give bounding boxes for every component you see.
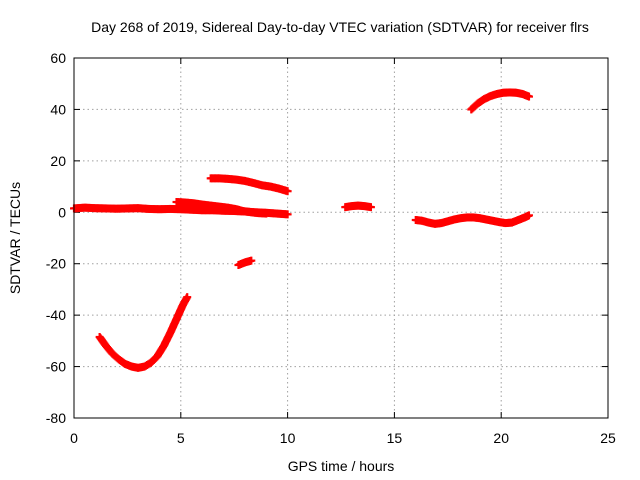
data-point [183, 293, 192, 302]
series-7 [411, 211, 533, 228]
data-point [144, 204, 163, 214]
data-marks [70, 88, 533, 372]
x-axis-label: GPS time / hours [288, 458, 395, 474]
grid-lines [74, 58, 608, 418]
y-axis-label: SDTVAR / TECUs [7, 182, 23, 294]
chart-title: Day 268 of 2019, Sidereal Day-to-day VTE… [91, 19, 589, 35]
data-point [524, 92, 533, 101]
series-3 [206, 174, 292, 196]
series-6 [341, 201, 375, 212]
series-5 [95, 293, 192, 372]
series-4 [234, 256, 256, 269]
series-2 [172, 198, 271, 218]
y-tick-label: 60 [50, 50, 66, 66]
x-tick-label: 20 [493, 430, 509, 446]
x-tick-label: 5 [177, 430, 185, 446]
y-tick-label: 40 [50, 101, 66, 117]
x-tick-label: 0 [70, 430, 78, 446]
tick-labels: 0 5 10 15 20 25 -80 -60 -40 -20 0 20 40 60 [46, 50, 616, 446]
data-point [514, 213, 528, 224]
data-point [366, 203, 375, 212]
plot-frame [73, 57, 609, 419]
data-point [283, 210, 292, 219]
axis-ticks [73, 57, 609, 419]
x-tick-label: 25 [600, 430, 616, 446]
series-8 [467, 88, 533, 114]
x-tick-label: 10 [280, 430, 296, 446]
data-point [262, 209, 271, 218]
x-tick-label: 15 [387, 430, 403, 446]
data-point [283, 187, 292, 196]
data-point [524, 211, 533, 220]
y-tick-label: -60 [46, 359, 66, 375]
y-tick-label: -20 [46, 256, 66, 272]
y-tick-label: 0 [58, 204, 66, 220]
data-point [247, 256, 256, 265]
y-tick-label: -40 [46, 307, 66, 323]
y-tick-label: -80 [46, 410, 66, 426]
y-tick-label: 20 [50, 153, 66, 169]
